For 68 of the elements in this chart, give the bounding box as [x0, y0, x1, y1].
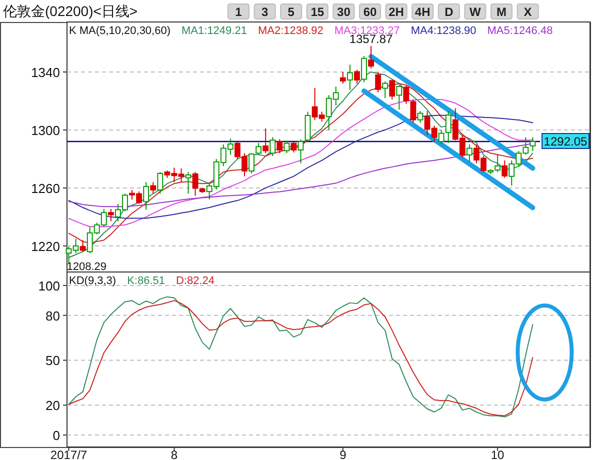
series-label: D:82.24: [176, 275, 215, 287]
candlestick: [290, 141, 297, 153]
text: MA2:1238.92: [258, 25, 324, 37]
legend-title: KD(9,3,3): [69, 275, 116, 287]
candlestick: [262, 128, 269, 154]
text: 60: [363, 5, 377, 19]
candlestick: [150, 182, 156, 194]
candlestick: [192, 172, 198, 196]
y-tick-label: 80: [46, 308, 60, 324]
candlestick: [445, 110, 452, 144]
candlestick: [410, 99, 416, 124]
candlestick: [185, 172, 192, 194]
text: 4H: [414, 5, 430, 19]
candlestick: [157, 172, 164, 194]
candlestick: [276, 138, 283, 154]
text: W: [470, 5, 482, 19]
text: MA4:1238.90: [410, 25, 476, 37]
x-tick-label: 10: [490, 448, 505, 460]
candlestick: [248, 152, 254, 174]
text: M: [496, 5, 506, 19]
text: MA1:1249.21: [182, 25, 247, 37]
ref-line-label: 1292.05: [544, 134, 588, 148]
candlestick: [417, 110, 424, 124]
text: D: [444, 5, 454, 19]
candlestick: [530, 136, 536, 152]
series-label: K:86.51: [127, 275, 165, 287]
y-tick-label: 1300: [31, 122, 60, 138]
candlestick: [466, 144, 472, 162]
candlestick: [389, 78, 396, 100]
candlestick: [143, 182, 150, 210]
y-tick-label: 50: [46, 353, 60, 368]
text: MA5:1246.48: [487, 25, 553, 37]
text: 15: [310, 5, 324, 19]
candlestick: [354, 69, 360, 84]
candlestick: [438, 129, 444, 145]
chart-title: 伦敦金(02200)<日线>: [3, 3, 138, 19]
candlestick: [396, 84, 402, 110]
candlestick: [403, 85, 410, 104]
candlestick: [298, 138, 304, 164]
annotation: 1208.29: [66, 261, 107, 273]
candlestick: [375, 72, 382, 93]
text: 5: [288, 5, 295, 19]
candlestick: [368, 46, 374, 69]
text: 1: [235, 5, 242, 19]
y-tick-label: 20: [46, 398, 60, 414]
y-tick-label: 100: [38, 278, 60, 294]
candlestick: [284, 140, 290, 154]
y-tick-label: 1260: [31, 180, 60, 196]
candlestick: [270, 136, 276, 157]
text: 2H: [388, 5, 404, 19]
x-tick-label: 8: [170, 448, 178, 460]
candlestick: [361, 56, 367, 83]
y-tick-label: 0: [52, 428, 60, 444]
candlestick: [340, 72, 346, 84]
legend-title: K MA(5,10,20,30,60): [69, 25, 171, 37]
candlestick: [80, 240, 86, 252]
y-tick-label: 1220: [31, 238, 60, 254]
y-tick-label: 1340: [31, 65, 60, 80]
candlestick: [256, 142, 262, 156]
text: 3: [261, 5, 268, 19]
candlestick: [108, 208, 114, 222]
text: X: [524, 5, 532, 19]
x-tick-label: 2017/7: [50, 448, 88, 460]
candlestick: [502, 160, 508, 178]
text: 30: [337, 5, 351, 19]
candlestick: [382, 80, 388, 99]
x-tick-label: 9: [340, 448, 347, 460]
candlestick: [346, 64, 353, 90]
